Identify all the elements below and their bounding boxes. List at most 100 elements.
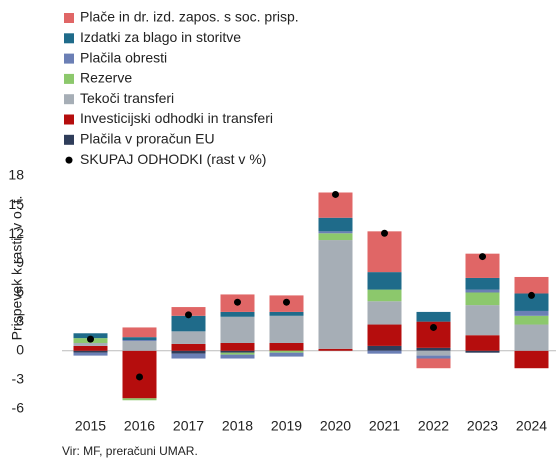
x-tick-label: 2023 [467, 418, 498, 434]
y-tick-label: 3 [16, 312, 24, 328]
bar-segment [171, 315, 206, 332]
x-tick-label: 2021 [369, 418, 400, 434]
y-axis-label: Prispevek k rasti, v o. t. [9, 196, 25, 341]
bar-segment [465, 335, 500, 351]
bar-segment [367, 350, 402, 354]
legend-label: Investicijski odhodki in transferi [80, 110, 273, 126]
legend-label: Rezerve [80, 70, 132, 86]
y-tick-label: -3 [12, 371, 25, 387]
total-dot [430, 323, 437, 331]
total-dot [283, 298, 290, 306]
total-dot [332, 190, 339, 198]
y-tick-label: 9 [16, 254, 24, 270]
y-tick-label: 0 [16, 341, 24, 357]
bar-segment [514, 350, 549, 369]
total-dot [381, 229, 388, 237]
x-tick-label: 2017 [173, 418, 204, 434]
legend-label: Izdatki za blago in storitve [80, 29, 241, 45]
legend-label: SKUPAJ ODHODKI (rast v %) [80, 151, 266, 167]
y-tick-label: 6 [16, 283, 24, 299]
bar-segment [269, 311, 304, 316]
bar-segment [269, 342, 304, 351]
bar-segment [122, 327, 157, 338]
bar-segment [220, 316, 255, 343]
total-dot [528, 291, 535, 299]
bar-segment [73, 342, 108, 346]
y-tick-label: -6 [12, 400, 25, 416]
bar-segment [465, 305, 500, 336]
x-tick-label: 2018 [222, 418, 253, 434]
y-tick-label: 18 [8, 167, 24, 183]
bar-segment [122, 398, 157, 401]
bar-segment [367, 289, 402, 302]
legend-label: Plačila v proračun EU [80, 131, 215, 147]
bar-segment [122, 337, 157, 341]
bar-segment [416, 347, 451, 351]
bar-segment [465, 289, 500, 293]
bar-segment [367, 231, 402, 273]
bar-segment [269, 350, 304, 353]
bar-segment [318, 217, 353, 232]
bar-segment [514, 293, 549, 311]
bar-segment [367, 272, 402, 290]
bar-segment [514, 324, 549, 351]
x-tick-label: 2016 [124, 418, 155, 434]
total-dot [479, 253, 486, 261]
bar-segment [465, 277, 500, 290]
legend-swatch [64, 134, 74, 145]
bar-segment [171, 331, 206, 344]
bar-segment [465, 292, 500, 306]
x-tick-label: 2020 [320, 418, 351, 434]
bar-segment [122, 341, 157, 351]
bar-segment [416, 311, 451, 322]
legend-label: Tekoči transferi [80, 90, 174, 106]
x-tick-label: 2022 [418, 418, 449, 434]
bar-segment [220, 311, 255, 317]
bar-segment [367, 301, 402, 325]
bar-segment [514, 276, 549, 294]
bar-segment [220, 352, 255, 355]
x-tick-label: 2019 [271, 418, 302, 434]
bar-segment [122, 340, 157, 342]
legend-label: Plačila obresti [80, 49, 167, 65]
bar-segment [171, 353, 206, 359]
legend-swatch [64, 114, 74, 125]
bar-segment [514, 310, 549, 316]
legend-swatch [64, 53, 74, 64]
bar-segment [367, 324, 402, 346]
bar-segment [367, 345, 402, 351]
bar-segment [220, 354, 255, 359]
bar-segment [318, 240, 353, 349]
y-tick-label: 15 [8, 196, 24, 212]
total-dot [185, 311, 192, 319]
y-tick-label: 12 [8, 225, 24, 241]
bar-segment [269, 352, 304, 357]
legend-label: Plače in dr. izd. zapos. s soc. prisp. [80, 9, 299, 25]
x-tick-label: 2024 [516, 418, 547, 434]
bar-segment [416, 355, 451, 359]
legend-dot [65, 156, 73, 164]
bar-segment [73, 352, 108, 356]
bar-segment [318, 233, 353, 241]
bar-segment [269, 315, 304, 343]
bar-segment [465, 350, 500, 353]
bar-segment [220, 350, 255, 353]
total-dot [234, 298, 241, 306]
bar-segment [73, 345, 108, 351]
bar-segment [171, 350, 206, 354]
legend-swatch [64, 13, 74, 23]
x-tick-label: 2015 [75, 418, 106, 434]
bar-segment [171, 343, 206, 351]
bar-segment [514, 315, 549, 325]
bar-segment [73, 350, 108, 353]
bar-segment [318, 231, 353, 234]
bar-segment [416, 358, 451, 369]
total-dot [136, 373, 143, 381]
bar-segment [318, 348, 353, 351]
legend-swatch [64, 94, 74, 105]
bar-segment [416, 350, 451, 356]
bar-segment [220, 342, 255, 351]
legend-swatch [64, 33, 74, 44]
total-dot [87, 335, 94, 343]
